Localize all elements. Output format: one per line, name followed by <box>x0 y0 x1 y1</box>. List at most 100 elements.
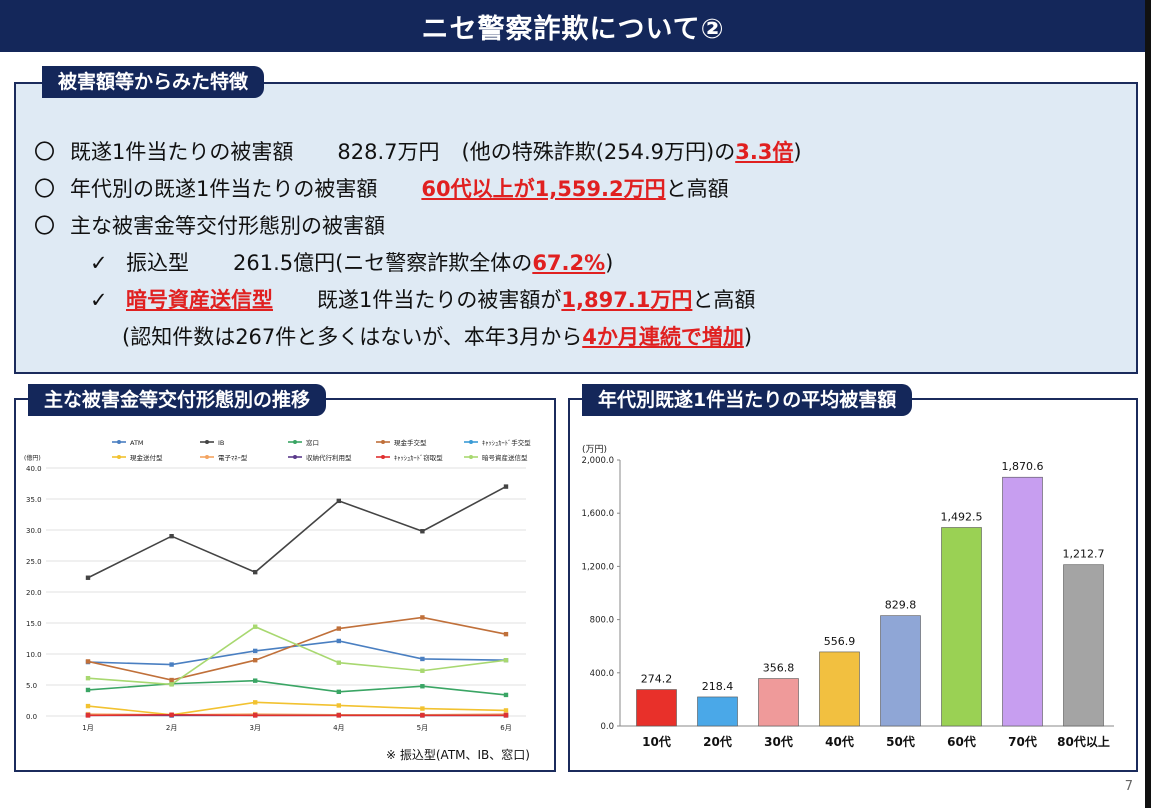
bar <box>1063 564 1104 727</box>
sub-label: 振込型 <box>126 251 189 275</box>
data-point <box>253 624 258 629</box>
data-point <box>253 700 258 705</box>
bullet-damage-per-case: 〇既遂1件当たりの被害額 828.7万円 (他の特殊詐欺(254.9万円)の3.3倍… <box>34 134 802 171</box>
bar-value-label: 1,492.5 <box>941 510 983 523</box>
legend-label: ATM <box>130 439 144 447</box>
note-text-end: ) <box>743 325 753 349</box>
bullet-text: 既遂1件当たりの被害額 <box>70 140 294 164</box>
x-tick-label: 30代 <box>764 734 793 749</box>
y-tick-label: 25.0 <box>26 558 42 566</box>
data-point <box>420 529 425 534</box>
data-point <box>336 626 341 631</box>
sub-bullet-furikomi: ✓ 振込型 261.5億円(ニセ警察詐欺全体の67.2%) <box>34 245 802 282</box>
data-point <box>336 689 341 695</box>
x-tick-label: 4月 <box>333 724 344 732</box>
bar-value-label: 274.2 <box>641 673 673 686</box>
data-point <box>85 703 91 709</box>
data-point <box>420 615 425 620</box>
x-tick-label: 70代 <box>1008 734 1037 749</box>
bar-value-label: 1,870.6 <box>1002 460 1044 473</box>
line-chart-note: ※ 振込型(ATM、IB、窓口) <box>386 748 530 762</box>
data-point <box>85 713 91 718</box>
y-tick-label: 800.0 <box>590 616 614 626</box>
data-point <box>169 662 174 667</box>
x-tick-label: 80代以上 <box>1057 734 1110 749</box>
y-tick-label: 35.0 <box>26 496 42 504</box>
bar-chart: (万円) 0.0 400.0 800.0 1,200.0 1,600.0 2,000.0 27… <box>582 444 1114 749</box>
features-list: 〇既遂1件当たりの被害額 828.7万円 (他の特殊詐欺(254.9万円)の3.3倍… <box>34 134 802 356</box>
data-point <box>85 687 91 693</box>
series-line <box>87 679 507 696</box>
bar-chart-tag: 年代別既遂1件当たりの平均被害額 <box>582 384 913 416</box>
x-tick-label: 3月 <box>249 724 260 732</box>
data-point <box>253 648 258 654</box>
bar <box>941 527 982 727</box>
legend-label: 現金送付型 <box>130 453 163 462</box>
bullet-note-end: ) <box>793 140 802 164</box>
data-point <box>85 675 91 681</box>
sub-value: 261.5億円(ニセ警察詐欺全体の <box>233 251 533 275</box>
legend-label: 暗号資産送信型 <box>482 453 528 462</box>
line-chart-tag: 主な被害金等交付形態別の推移 <box>28 384 327 416</box>
note-highlight: 4か月連続で増加 <box>582 325 744 349</box>
bullet-highlight: 3.3倍 <box>735 140 794 164</box>
y-tick-label: 1,200.0 <box>582 562 614 572</box>
data-point <box>420 668 425 673</box>
y-tick-label: 40.0 <box>26 465 42 473</box>
x-tick-label: 40代 <box>825 734 854 749</box>
x-tick-label: 5月 <box>417 724 428 732</box>
data-point <box>420 706 425 711</box>
data-point <box>169 677 174 683</box>
y-tick-label: 10.0 <box>26 651 42 659</box>
line-chart: (億円) 0.0 5.0 10.0 15.0 20.0 25.0 30.0 35.0 40.0 1月… <box>24 438 531 732</box>
bar-value-label: 218.4 <box>702 680 734 693</box>
bar <box>636 689 677 727</box>
y-tick-label: 20.0 <box>26 589 42 597</box>
circle-bullet-icon: 〇 <box>34 140 55 164</box>
data-point <box>420 656 425 662</box>
legend-marker <box>381 455 385 459</box>
bar <box>758 678 799 727</box>
sub-note-count: (認知件数は267件と多くはないが、本年3月から4か月連続で増加) <box>34 319 802 356</box>
legend-label: IB <box>218 439 224 447</box>
bar-value-label: 356.8 <box>763 662 795 675</box>
bar <box>819 651 860 727</box>
series-line <box>87 616 507 681</box>
data-point <box>503 484 509 489</box>
data-point <box>420 713 425 718</box>
bullet-text: 年代別の既遂1件当たりの被害額 <box>70 177 378 201</box>
series-line <box>87 713 506 717</box>
bullet-highlight: 60代以上が1,559.2万円 <box>421 177 666 201</box>
legend-label: 電子ﾏﾈｰ型 <box>218 453 248 462</box>
bar <box>880 615 921 727</box>
sub-bullet-crypto: ✓ 暗号資産送信型 既遂1件当たりの被害額が1,897.1万円と高額 <box>34 282 802 319</box>
features-panel: 被害額等からみた特徴 〇既遂1件当たりの被害額 828.7万円 (他の特殊詐欺(25… <box>14 66 1138 374</box>
check-icon: ✓ <box>90 288 108 312</box>
legend-marker <box>293 455 297 459</box>
bar-chart-panel: 年代別既遂1件当たりの平均被害額 (万円) 0.0 400.0 800.0 1,200.… <box>568 384 1138 772</box>
legend-label: ｷｬｯｼｭｶｰﾄﾞ手交型 <box>482 438 531 447</box>
features-tag: 被害額等からみた特徴 <box>42 66 265 98</box>
check-icon: ✓ <box>90 251 108 275</box>
x-tick-label: 50代 <box>886 734 915 749</box>
data-point <box>85 575 91 580</box>
bullet-note: (他の特殊詐欺(254.9万円)の <box>461 140 736 164</box>
page-number: 7 <box>1124 779 1133 794</box>
bar-value-label: 556.9 <box>824 635 856 648</box>
data-point <box>253 569 258 575</box>
legend-marker <box>205 455 209 459</box>
legend-label: 窓口 <box>306 438 319 447</box>
data-point <box>503 692 509 698</box>
legend-marker <box>117 440 121 444</box>
bar-value-label: 1,212.7 <box>1063 548 1105 561</box>
data-point <box>336 498 341 504</box>
data-point <box>253 658 258 663</box>
data-point <box>503 658 509 663</box>
bullet-value: 828.7万円 <box>337 140 440 164</box>
data-point <box>85 659 91 664</box>
x-tick-label: 6月 <box>500 724 511 732</box>
sub-highlight: 1,897.1万円 <box>561 288 693 312</box>
series-line <box>87 640 507 666</box>
y-unit-label: (億円) <box>24 454 41 462</box>
circle-bullet-icon: 〇 <box>34 214 55 238</box>
